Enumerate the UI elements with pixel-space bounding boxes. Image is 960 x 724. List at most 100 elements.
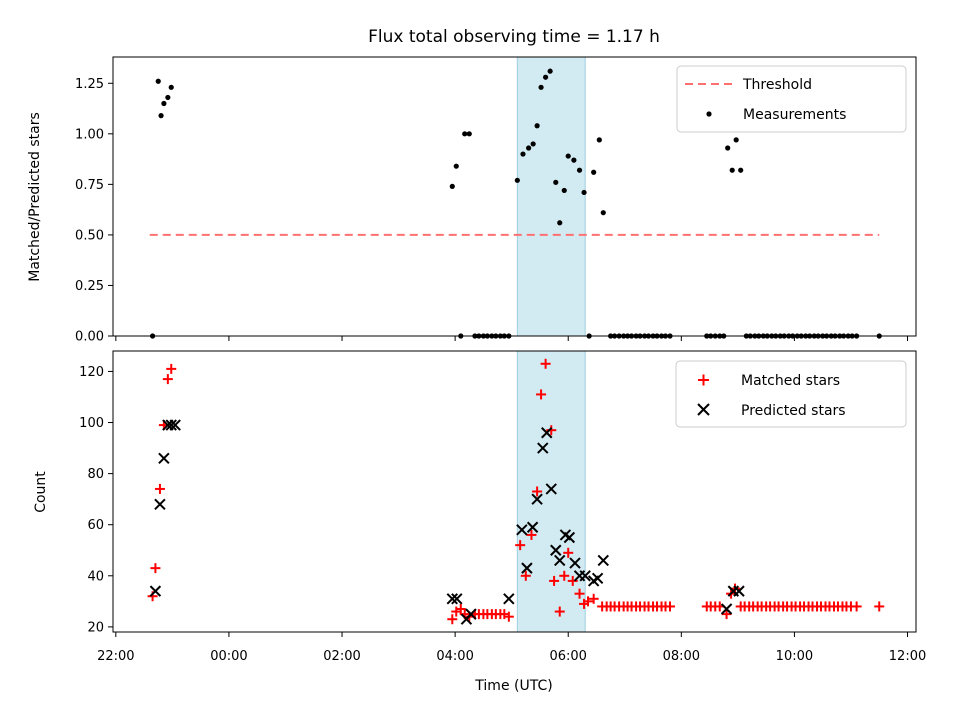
measurement-point — [557, 220, 563, 226]
predicted-star-point — [465, 608, 477, 620]
predicted-star-point — [169, 419, 181, 431]
measurement-point — [158, 113, 164, 119]
predicted-star-point — [503, 593, 515, 605]
predicted-star-point — [526, 521, 539, 533]
measurement-point — [155, 78, 161, 84]
x-tick-label: 08:00 — [663, 649, 700, 664]
measurement-point — [547, 68, 553, 74]
matched-star-point — [536, 389, 547, 400]
measurement-point — [534, 123, 540, 129]
predicted-star-point — [516, 524, 528, 536]
y-tick-label: 1.00 — [75, 127, 104, 142]
ratio-panel-ylabel: Matched/Predicted stars — [27, 112, 43, 282]
matched-star-point — [665, 601, 676, 612]
predicted-star-point — [451, 593, 463, 605]
measurements-legend-label: Measurements — [743, 107, 846, 123]
matched-star-point — [874, 601, 885, 612]
measurement-point — [168, 84, 174, 90]
measurement-point — [538, 84, 544, 90]
predicted-star-point — [531, 493, 543, 505]
predicted-star-point — [554, 554, 566, 567]
matched-star-point — [559, 570, 570, 581]
y-tick-label: 0.25 — [75, 279, 104, 294]
matched-star-point — [583, 596, 594, 607]
x-tick-label: 22:00 — [97, 649, 134, 664]
matched-star-point — [520, 570, 531, 581]
y-tick-label: 0.75 — [75, 178, 104, 193]
matched-star-point — [549, 575, 560, 586]
predicted-star-point — [158, 452, 170, 464]
measurement-point — [581, 189, 587, 196]
matched-star-point — [515, 540, 526, 551]
measurement-point — [561, 187, 567, 194]
measurement-point — [553, 179, 559, 185]
predicted-star-point — [521, 562, 533, 574]
matched-star-point — [447, 614, 458, 625]
measurement-point — [520, 151, 526, 157]
predicted-star-point — [154, 498, 166, 510]
matched-star-point — [526, 529, 537, 540]
matched-star-point — [567, 575, 578, 586]
measurement-point — [543, 74, 549, 80]
threshold-legend-label: Threshold — [742, 77, 812, 93]
x-tick-label: 10:00 — [776, 649, 813, 664]
matched-star-point — [588, 593, 599, 604]
measurement-point — [526, 145, 532, 151]
measurement-point — [565, 153, 571, 159]
ratio-panel: 0.00 0.25 0.50 0.75 1.00 1.25 Matched/Predict… — [27, 56, 917, 345]
matched-star-point — [166, 363, 177, 374]
matched-star-point — [162, 374, 173, 385]
count-panel-highlight-span — [516, 350, 586, 633]
predicted-star-point — [541, 427, 553, 439]
x-tick-label: 12:00 — [889, 649, 926, 664]
x-tick-label: 02:00 — [323, 649, 360, 664]
matched-star-point — [154, 483, 165, 494]
ratio-panel-highlight-span — [516, 56, 586, 337]
count-legend-box — [675, 360, 907, 428]
measurement-point — [449, 183, 455, 189]
measurement-point — [591, 169, 597, 175]
predicted-star-point — [579, 570, 591, 582]
predicted-star-point — [597, 554, 609, 567]
measurements-legend-swatch — [706, 111, 712, 117]
matched-star-point — [540, 358, 551, 369]
predicted-star-point — [563, 531, 576, 544]
x-tick-label: 06:00 — [549, 649, 586, 664]
matched-star-point — [721, 609, 732, 620]
y-tick-label: 1.25 — [75, 77, 104, 92]
x-tick-label: 00:00 — [210, 649, 247, 664]
y-tick-label: 40 — [87, 569, 104, 584]
predicted-star-point — [569, 557, 581, 569]
matched-legend-swatch — [698, 374, 709, 386]
predicted-star-point — [537, 442, 549, 454]
y-tick-label: 80 — [87, 467, 104, 482]
predicted-star-point — [550, 544, 562, 556]
matched-star-point — [563, 547, 574, 558]
measurement-point — [530, 141, 536, 147]
y-tick-label: 60 — [87, 518, 104, 533]
count-panel-ylabel: Count — [33, 471, 49, 513]
measurement-point — [466, 131, 472, 137]
y-tick-label: 120 — [79, 365, 104, 380]
predicted-legend-label: Predicted stars — [741, 403, 846, 419]
measurement-point — [729, 167, 735, 173]
matched-star-point — [851, 601, 862, 612]
predicted-star-point — [720, 603, 733, 615]
count-panel-frame — [112, 350, 917, 633]
matched-star-point — [532, 486, 543, 497]
ratio-legend-box — [676, 65, 907, 133]
measurement-point — [725, 145, 731, 151]
predicted-star-point — [149, 585, 162, 597]
x-tick-label: 04:00 — [436, 649, 473, 664]
matched-star-point — [554, 606, 565, 617]
predicted-star-point — [446, 593, 459, 605]
measurement-point — [462, 131, 468, 137]
ratio-panel-frame — [112, 56, 917, 337]
matched-legend-label: Matched stars — [741, 373, 840, 389]
ratio-panel-legend: Threshold Measurements — [676, 65, 907, 133]
measurement-point — [453, 163, 459, 169]
measurement-point — [571, 157, 577, 163]
measurement-point — [165, 94, 171, 101]
matched-star-point — [150, 563, 161, 574]
